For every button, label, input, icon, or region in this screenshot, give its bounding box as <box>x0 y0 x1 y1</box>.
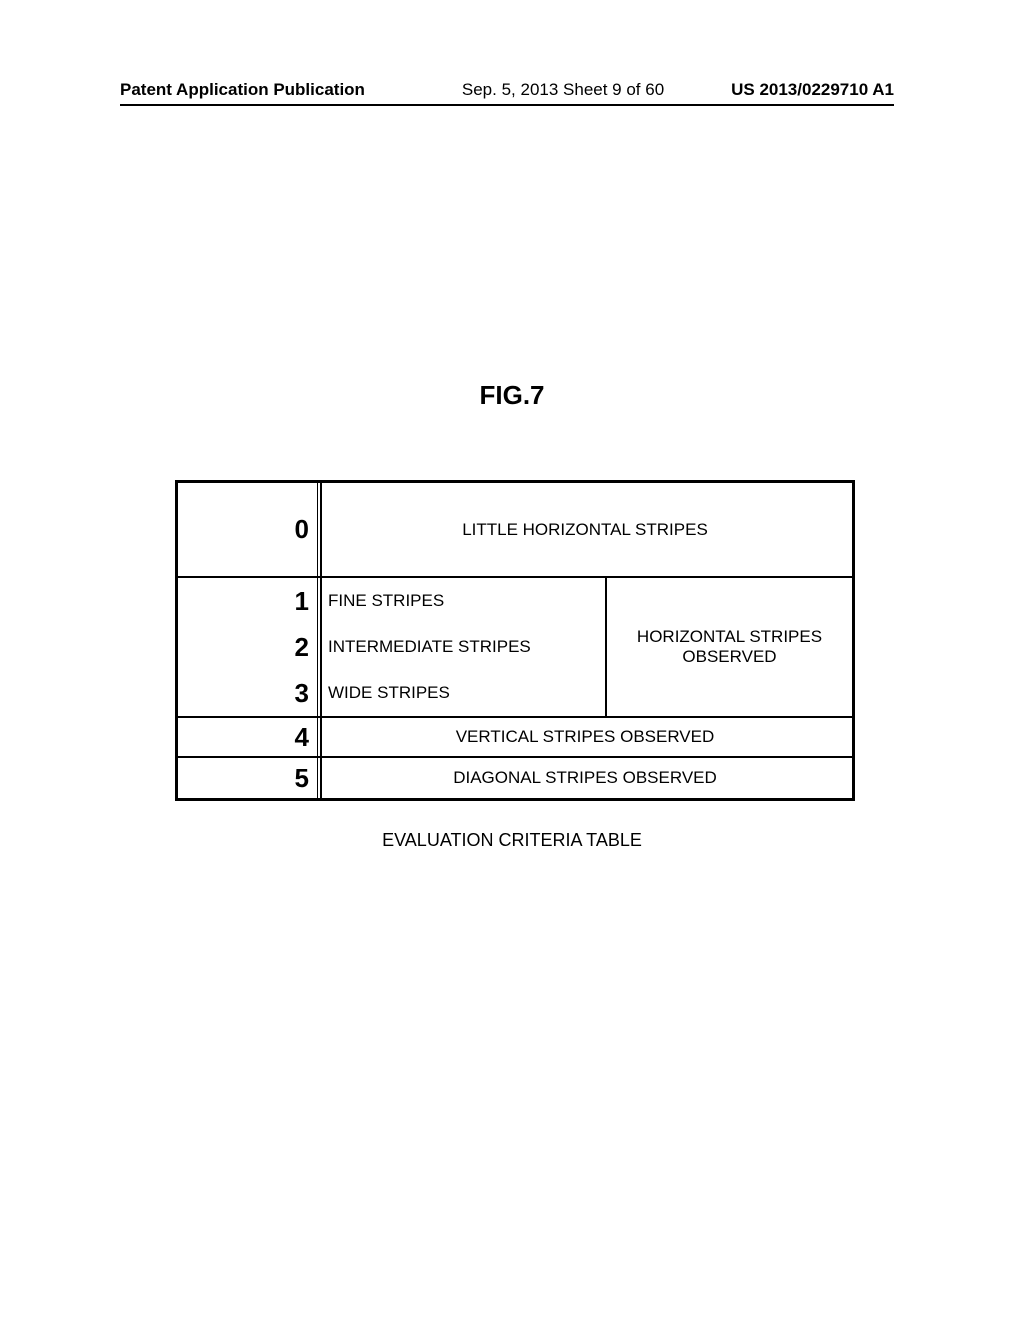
evaluation-table: 0 LITTLE HORIZONTAL STRIPES 1 2 3 FINE S… <box>175 480 855 801</box>
row-description: VERTICAL STRIPES OBSERVED <box>318 718 852 756</box>
table-row: 0 LITTLE HORIZONTAL STRIPES <box>178 483 852 578</box>
row-description: LITTLE HORIZONTAL STRIPES <box>318 483 852 576</box>
page-header: Patent Application Publication Sep. 5, 2… <box>120 80 894 100</box>
row-description: INTERMEDIATE STRIPES <box>318 624 605 670</box>
table-row: 4 VERTICAL STRIPES OBSERVED <box>178 718 852 758</box>
header-divider <box>120 104 894 106</box>
table-caption: EVALUATION CRITERIA TABLE <box>0 830 1024 851</box>
sheet-info: Sep. 5, 2013 Sheet 9 of 60 <box>462 80 664 100</box>
table-mid-section: 1 2 3 FINE STRIPES INTERMEDIATE STRIPES … <box>178 578 852 718</box>
row-number: 0 <box>178 483 318 576</box>
row-number: 1 <box>178 578 317 624</box>
publication-type: Patent Application Publication <box>120 80 365 100</box>
row-number: 4 <box>178 718 318 756</box>
figure-label: FIG.7 <box>0 380 1024 411</box>
mid-descriptions: FINE STRIPES INTERMEDIATE STRIPES WIDE S… <box>318 578 607 716</box>
publication-number: US 2013/0229710 A1 <box>731 80 894 100</box>
mid-numbers: 1 2 3 <box>178 578 318 716</box>
row-number: 5 <box>178 758 318 798</box>
mid-category-label: HORIZONTAL STRIPES OBSERVED <box>607 578 852 716</box>
row-description: WIDE STRIPES <box>318 670 605 716</box>
row-number: 2 <box>178 624 317 670</box>
table-row: 5 DIAGONAL STRIPES OBSERVED <box>178 758 852 798</box>
row-description: FINE STRIPES <box>318 578 605 624</box>
row-number: 3 <box>178 670 317 716</box>
row-description: DIAGONAL STRIPES OBSERVED <box>318 758 852 798</box>
